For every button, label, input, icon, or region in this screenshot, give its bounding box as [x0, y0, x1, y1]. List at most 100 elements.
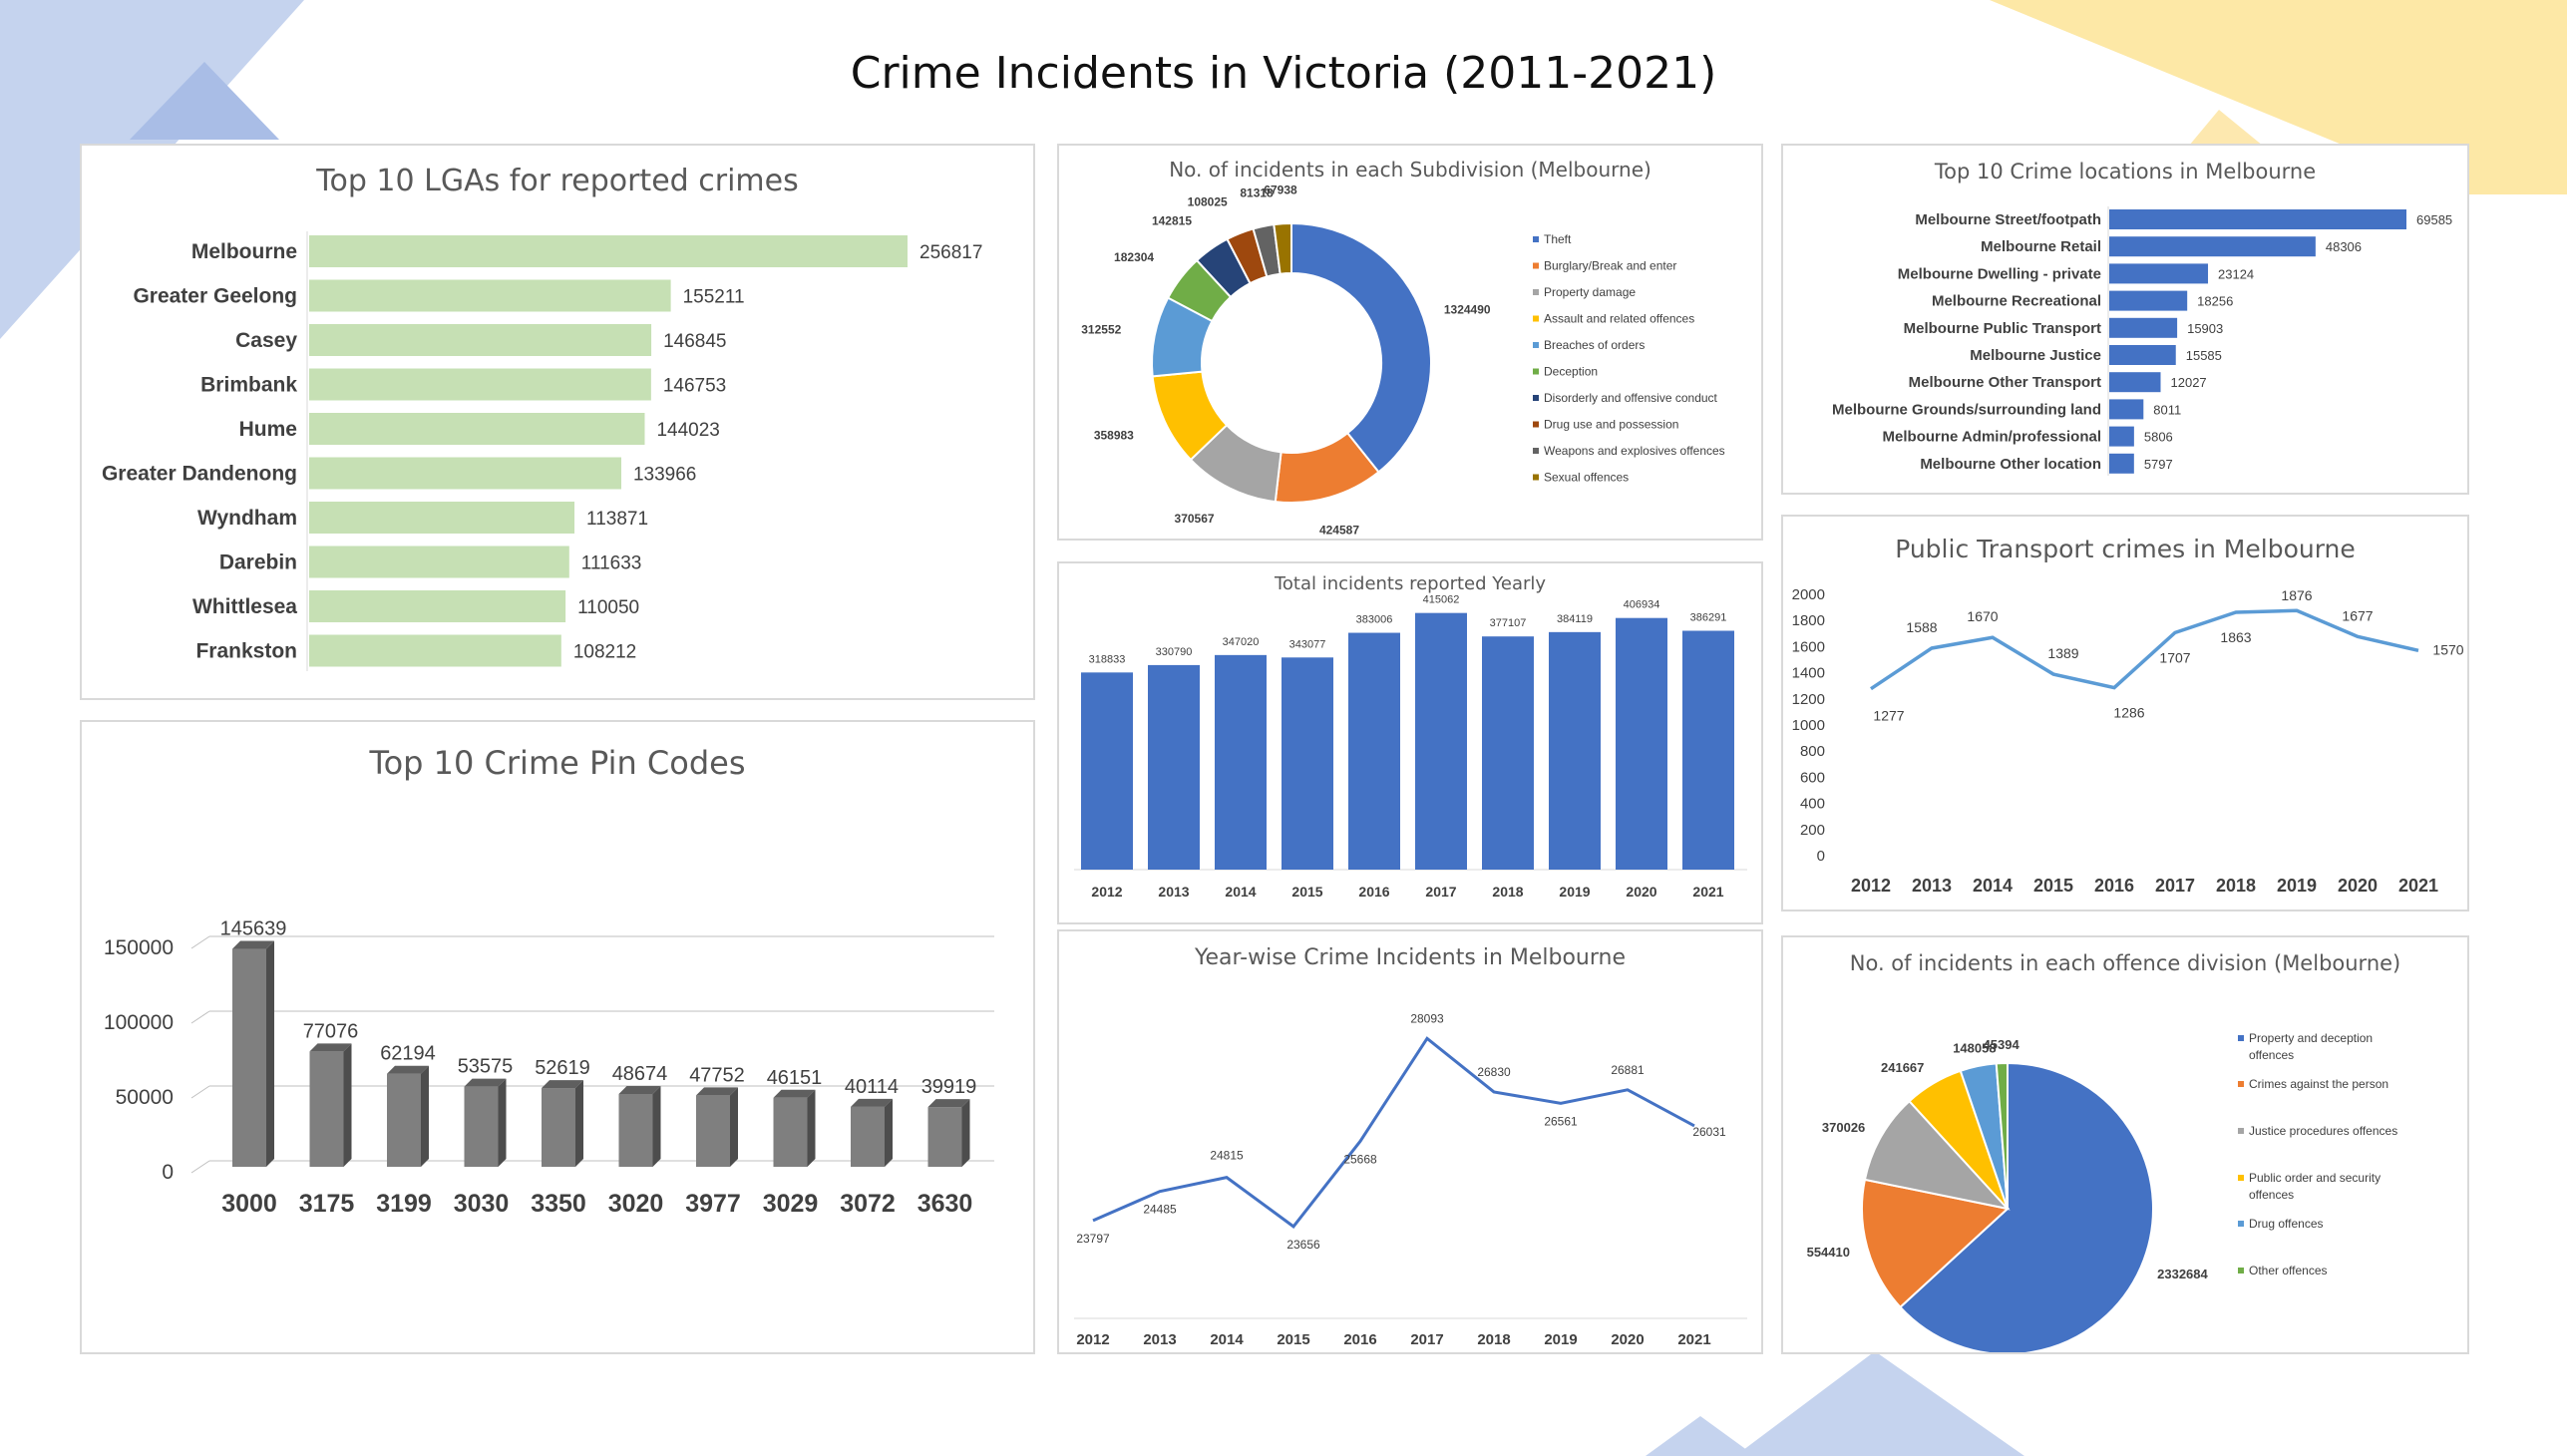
- data-label: 133966: [633, 465, 696, 486]
- data-label: 47752: [689, 1064, 745, 1086]
- data-label: 24485: [1143, 1203, 1177, 1217]
- data-label: 5797: [2144, 457, 2173, 472]
- bg-triangle-blue-left-dark: [130, 62, 279, 140]
- legend-label: Disorderly and offensive conduct: [1544, 391, 1718, 405]
- bar-3: [1282, 657, 1333, 870]
- data-label: 424587: [1319, 523, 1359, 537]
- category-label: 2021: [1677, 1331, 1710, 1348]
- category-label: 2015: [1277, 1331, 1309, 1348]
- bar-4: [1348, 632, 1400, 870]
- bar-9: [927, 1107, 962, 1167]
- data-label: 146845: [663, 331, 726, 352]
- data-label: 69585: [2416, 212, 2452, 227]
- chart-title-transport: Public Transport crimes in Melbourne: [1895, 535, 2356, 563]
- category-label: 2020: [2338, 876, 2378, 896]
- category-label: Melbourne Street/footpath: [1915, 211, 2101, 228]
- bar-9: [2109, 453, 2134, 474]
- category-label: 2013: [1912, 876, 1952, 896]
- bar-4: [309, 413, 645, 445]
- data-label: 146753: [663, 376, 726, 397]
- bar-6: [696, 1095, 730, 1167]
- category-label: 2014: [1210, 1331, 1244, 1348]
- data-label: 1670: [1967, 608, 1998, 624]
- panel-locations: Top 10 Crime locations in Melbourne Melb…: [1781, 144, 2469, 495]
- data-label: 110050: [577, 597, 639, 618]
- data-label: 148058: [1953, 1040, 1996, 1055]
- bar-1: [309, 1051, 344, 1167]
- category-label: 2013: [1143, 1331, 1176, 1348]
- bar-top-8: [851, 1098, 893, 1107]
- slice-1: [1861, 1178, 2011, 1309]
- y-tick-label: 0: [1817, 848, 1825, 865]
- bar-2: [309, 324, 652, 356]
- y-tick-label: 50000: [116, 1086, 174, 1109]
- data-label: 2332684: [2157, 1267, 2208, 1281]
- data-label: 1389: [2047, 645, 2078, 661]
- data-label: 1876: [2281, 587, 2312, 603]
- legend-swatch-5: [1533, 368, 1539, 375]
- data-label: 386291: [1690, 611, 1727, 623]
- data-label: 182304: [1114, 250, 1154, 264]
- bar-7: [773, 1097, 808, 1167]
- data-label: 155211: [683, 287, 745, 308]
- bar-8: [1616, 617, 1667, 870]
- data-label: 26830: [1477, 1065, 1511, 1079]
- legend-label: Drug use and possession: [1544, 418, 1678, 432]
- legend-label: Breaches of orders: [1544, 338, 1645, 352]
- bar-4: [2109, 317, 2178, 338]
- category-label: Melbourne Admin/professional: [1883, 429, 2101, 446]
- data-label: 28093: [1410, 1011, 1444, 1025]
- bar-2: [387, 1073, 421, 1167]
- data-label: 26881: [1611, 1063, 1645, 1077]
- category-label: 3199: [376, 1190, 432, 1218]
- bar-side-0: [266, 940, 274, 1167]
- bar-6: [2109, 372, 2161, 393]
- chart-title-yearly: Total incidents reported Yearly: [1274, 573, 1547, 594]
- legend-swatch-2: [2238, 1128, 2244, 1134]
- bar-0: [232, 948, 266, 1167]
- data-label: 1286: [2113, 705, 2144, 721]
- bar-8: [309, 590, 566, 622]
- bar-side-3: [498, 1078, 507, 1167]
- panel-division: No. of incidents in each offence divisio…: [1781, 935, 2469, 1354]
- legend-label: Sexual offences: [1544, 471, 1629, 485]
- category-label: Wyndham: [197, 507, 297, 530]
- category-label: Casey: [235, 329, 297, 352]
- data-label: 142815: [1152, 214, 1192, 228]
- data-label: 330790: [1156, 646, 1193, 658]
- data-label: 12027: [2171, 375, 2207, 390]
- data-label: 25668: [1343, 1152, 1377, 1166]
- category-label: 3029: [763, 1190, 819, 1218]
- bar-side-1: [343, 1043, 352, 1167]
- data-label: 1588: [1906, 619, 1937, 635]
- bar-top-4: [542, 1080, 583, 1089]
- panel-yearly: Total incidents reported Yearly 318833 20…: [1057, 561, 1763, 924]
- data-label: 23656: [1286, 1238, 1320, 1252]
- legend-swatch-6: [1533, 395, 1539, 401]
- legend-label: Justice procedures offences: [2249, 1124, 2397, 1138]
- category-label: 2017: [1425, 884, 1456, 900]
- data-label: 377107: [1490, 617, 1527, 629]
- category-label: 2017: [1410, 1331, 1443, 1348]
- data-label: 554410: [1807, 1245, 1850, 1260]
- legend-swatch-7: [1533, 421, 1539, 428]
- bar-side-7: [807, 1089, 816, 1167]
- data-label: 108025: [1188, 194, 1228, 208]
- bar-top-5: [618, 1085, 661, 1094]
- category-label: Hume: [239, 418, 297, 441]
- category-label: 3630: [917, 1190, 973, 1218]
- bar-side-9: [961, 1099, 970, 1167]
- data-label: 1324490: [1444, 302, 1491, 316]
- category-label: 2015: [2033, 876, 2073, 896]
- bg-triangle-blue-bottom: [1735, 1351, 2024, 1456]
- data-label: 81318: [1240, 186, 1274, 200]
- bar-1: [2109, 236, 2316, 257]
- bar-1: [309, 279, 671, 312]
- y-tick-label: 0: [162, 1161, 174, 1184]
- data-label: 406934: [1624, 599, 1660, 611]
- chart-title-yearwise: Year-wise Crime Incidents in Melbourne: [1194, 945, 1627, 970]
- y-tick-label: 1600: [1792, 638, 1825, 655]
- bar-6: [309, 502, 575, 534]
- category-label: 2018: [1492, 884, 1523, 900]
- bar-side-5: [652, 1085, 661, 1167]
